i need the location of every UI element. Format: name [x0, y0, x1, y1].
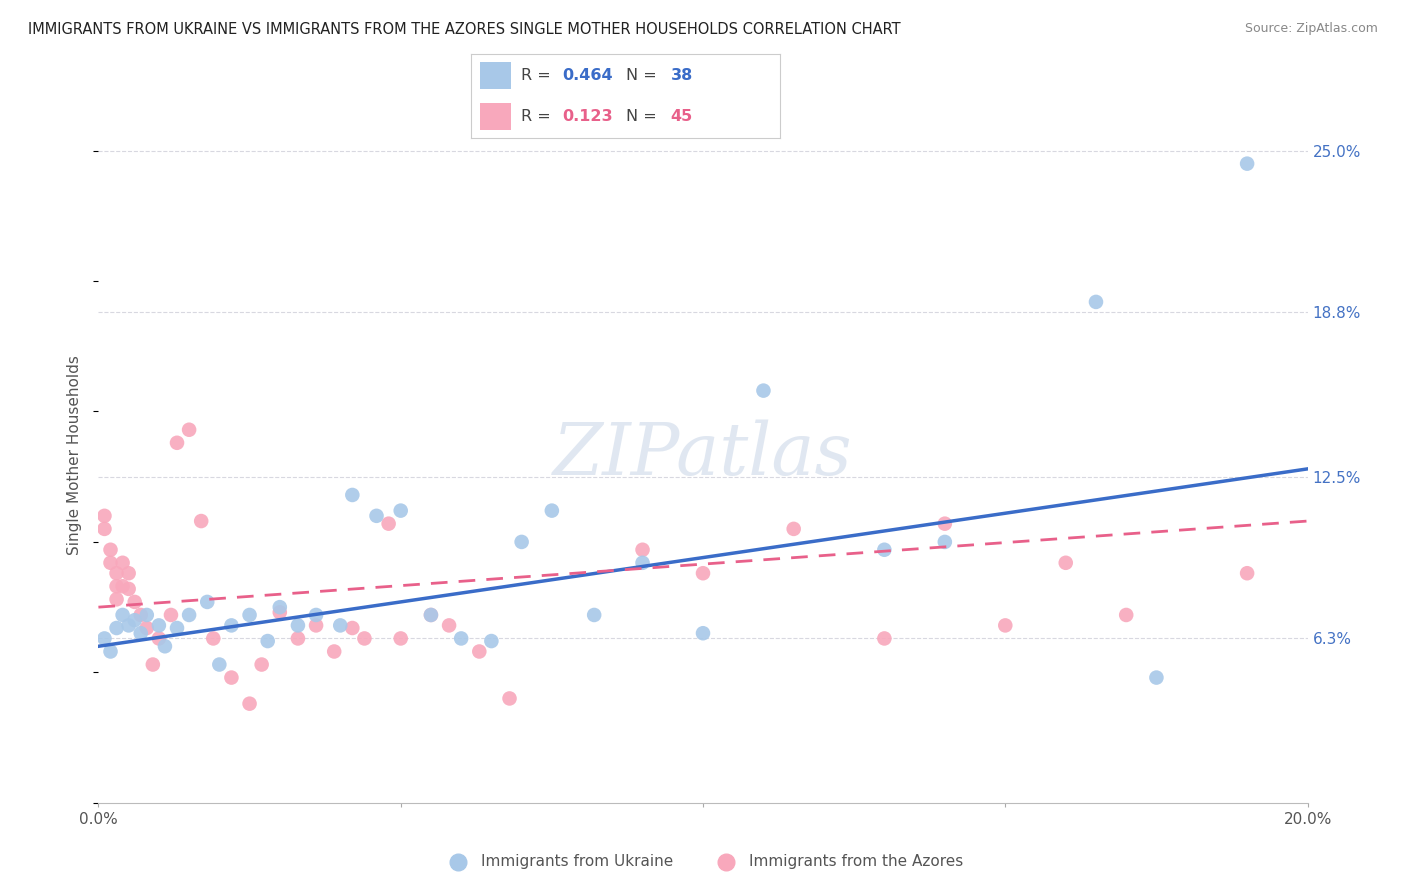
Point [105, 579, 128, 593]
Point [934, 535, 956, 549]
Point [873, 632, 896, 646]
Point [631, 542, 654, 557]
Point [389, 503, 412, 517]
Point [481, 634, 503, 648]
Point [692, 626, 714, 640]
Text: IMMIGRANTS FROM UKRAINE VS IMMIGRANTS FROM THE AZORES SINGLE MOTHER HOUSEHOLDS C: IMMIGRANTS FROM UKRAINE VS IMMIGRANTS FR… [28, 22, 901, 37]
Text: 0.464: 0.464 [562, 68, 613, 83]
Point [129, 607, 152, 622]
Point [389, 632, 412, 646]
Text: 38: 38 [671, 68, 693, 83]
Point [250, 657, 273, 672]
Point [994, 618, 1017, 632]
Point [342, 488, 364, 502]
Point [100, 644, 122, 658]
Point [100, 556, 122, 570]
Point [1054, 556, 1077, 570]
Point [510, 535, 533, 549]
Point [195, 595, 218, 609]
Point [93, 522, 115, 536]
Point [377, 516, 399, 531]
Point [305, 607, 328, 622]
Point [353, 632, 375, 646]
Point [111, 607, 134, 622]
Point [93, 508, 115, 523]
Text: 0.123: 0.123 [562, 109, 613, 124]
Point [124, 613, 146, 627]
Point [166, 435, 188, 450]
Point [153, 640, 176, 654]
Point [179, 423, 201, 437]
Point [202, 632, 225, 646]
Point [583, 607, 606, 622]
Point [287, 618, 309, 632]
Point [437, 618, 460, 632]
Point [1085, 294, 1108, 309]
Point [269, 600, 291, 615]
Point [124, 595, 146, 609]
Point [239, 607, 262, 622]
Point [100, 542, 122, 557]
Text: N =: N = [626, 109, 662, 124]
Point [752, 384, 775, 398]
Point [934, 516, 956, 531]
Point [111, 556, 134, 570]
Point [111, 579, 134, 593]
Point [1144, 671, 1167, 685]
Point [1115, 607, 1137, 622]
Point [221, 671, 243, 685]
Point [692, 566, 714, 581]
Point [208, 657, 231, 672]
Text: N =: N = [626, 68, 662, 83]
Point [129, 626, 152, 640]
Point [118, 582, 141, 596]
Point [1236, 156, 1258, 170]
Point [105, 566, 128, 581]
Point [166, 621, 188, 635]
Point [450, 632, 472, 646]
Point [256, 634, 278, 648]
Point [179, 607, 201, 622]
Point [1236, 566, 1258, 581]
Point [221, 618, 243, 632]
FancyBboxPatch shape [481, 62, 512, 89]
Text: R =: R = [520, 68, 555, 83]
Point [420, 607, 443, 622]
Point [329, 618, 352, 632]
Point [498, 691, 520, 706]
Point [135, 621, 157, 635]
Y-axis label: Single Mother Households: Single Mother Households [67, 355, 83, 555]
Point [148, 632, 170, 646]
Point [783, 522, 806, 536]
Point [239, 697, 262, 711]
Point [287, 632, 309, 646]
Point [323, 644, 346, 658]
Text: Source: ZipAtlas.com: Source: ZipAtlas.com [1244, 22, 1378, 36]
Point [873, 542, 896, 557]
Point [148, 618, 170, 632]
Point [342, 621, 364, 635]
Point [105, 592, 128, 607]
Legend: Immigrants from Ukraine, Immigrants from the Azores: Immigrants from Ukraine, Immigrants from… [436, 848, 970, 875]
Text: ZIPatlas: ZIPatlas [553, 419, 853, 491]
Point [420, 607, 443, 622]
Point [305, 618, 328, 632]
Point [366, 508, 388, 523]
Point [118, 618, 141, 632]
Point [135, 607, 157, 622]
Point [468, 644, 491, 658]
Point [269, 606, 291, 620]
Point [105, 621, 128, 635]
Point [93, 632, 115, 646]
Point [142, 657, 165, 672]
Point [631, 556, 654, 570]
Point [540, 503, 562, 517]
Text: R =: R = [520, 109, 561, 124]
Point [190, 514, 212, 528]
FancyBboxPatch shape [481, 103, 512, 130]
Point [160, 607, 183, 622]
Point [118, 566, 141, 581]
Text: 45: 45 [671, 109, 693, 124]
